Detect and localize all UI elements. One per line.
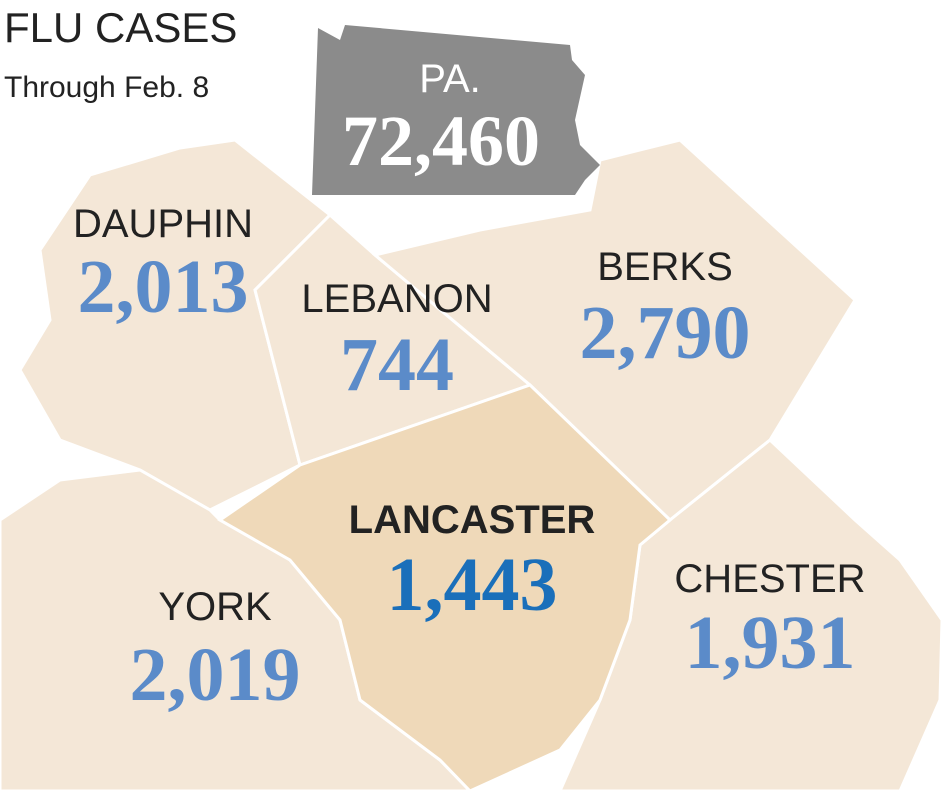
region-cases: 744 (340, 323, 454, 407)
region-cases: 2,019 (130, 633, 301, 717)
region-cases: 2,790 (580, 291, 751, 375)
dauphin-shape (18, 138, 333, 512)
state-name: PA. (419, 57, 481, 101)
state-cases: 72,460 (342, 101, 540, 181)
region-name: LANCASTER (349, 498, 596, 542)
region-cases: 1,931 (685, 601, 856, 685)
region-cases: 1,443 (387, 543, 558, 627)
region-name: YORK (158, 585, 272, 629)
region-name: BERKS (597, 245, 733, 289)
title: FLU CASES (4, 4, 237, 51)
region-name: LEBANON (301, 277, 492, 321)
pa-shape (312, 25, 600, 195)
lancaster-shape (217, 383, 673, 791)
region-name: CHESTER (674, 557, 865, 601)
counties (0, 138, 942, 791)
region-name: DAUPHIN (73, 202, 253, 246)
region-cases: 2,013 (78, 245, 249, 329)
subtitle: Through Feb. 8 (4, 71, 209, 104)
